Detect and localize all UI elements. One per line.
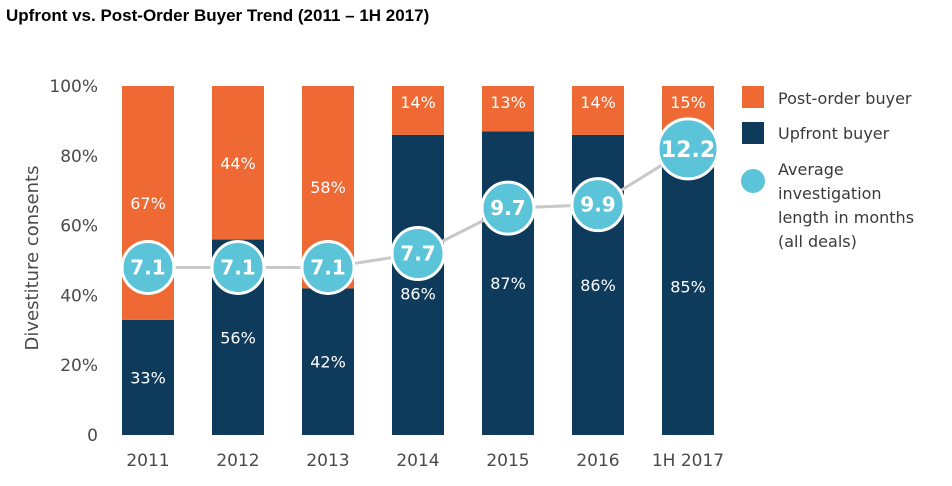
legend-label-investigation: length in months [778,208,914,227]
post-order-value-label: 14% [400,93,436,112]
investigation-marker [300,239,356,295]
investigation-value-label: 9.7 [490,196,525,220]
post-order-bar-segment [572,86,624,135]
post-order-bar-segment [212,86,264,240]
investigation-marker [480,180,536,236]
investigation-marker [120,239,176,295]
legend-label-investigation: Average [778,160,844,179]
y-tick-label: 80% [60,147,98,167]
post-order-value-label: 67% [130,194,166,213]
upfront-bar-segment [392,134,444,436]
x-tick-label: 2015 [486,451,529,471]
legend-label-upfront: Upfront buyer [778,124,890,143]
investigation-marker [570,177,626,233]
y-tick-label: 20% [60,356,98,376]
upfront-value-label: 86% [580,276,616,295]
upfront-value-label: 33% [130,368,166,387]
investigation-marker [390,226,446,282]
investigation-markers: 7.1 7.1 7.1 7.7 9.7 9.9 12.2 [120,117,720,295]
y-axis-label: Divestiture consents [22,166,43,351]
legend-label-investigation: (all deals) [778,232,857,251]
chart-title: Upfront vs. Post-Order Buyer Trend (2011… [6,6,430,25]
legend: Post-order buyer Upfront buyer Average inve… [741,86,914,251]
upfront-value-label: 56% [220,328,256,347]
legend-label-post-order: Post-order buyer [778,89,912,108]
x-tick-label: 2012 [216,451,259,471]
legend-swatch-upfront [742,122,764,144]
x-tick-label: 2013 [306,451,349,471]
investigation-marker [210,239,266,295]
post-order-value-label: 13% [490,93,526,112]
x-tick-label: 2011 [126,451,169,471]
upfront-value-label: 85% [670,278,706,297]
y-ticks: 0 20% 40% 60% 80% 100% [49,77,98,446]
investigation-value-label: 7.1 [310,255,345,279]
post-order-value-label: 58% [310,178,346,197]
x-ticks: 2011 2012 2013 2014 2015 2016 1H 2017 [126,451,724,471]
upfront-bar-segment [302,288,354,435]
y-tick-label: 40% [60,286,98,306]
upfront-bar-segment [662,138,714,435]
upfront-value-label: 86% [400,285,436,304]
legend-label-investigation: investigation [778,184,882,203]
investigation-value-label: 7.7 [400,242,435,266]
investigation-value-label: 7.1 [130,255,165,279]
legend-swatch-post-order [742,86,764,108]
upfront-bar-segment [122,319,174,435]
post-order-bar-segment [392,86,444,135]
investigation-value-label: 7.1 [220,255,255,279]
x-tick-label: 2016 [576,451,619,471]
segment-labels: 33% 67% 56% 44% 42% 58% 86% 14% 87% 13% 86% 14% 85% 1… [130,93,706,387]
y-tick-label: 60% [60,217,98,237]
post-order-value-label: 15% [670,93,706,112]
post-order-bar-segment [482,86,534,132]
upfront-value-label: 42% [310,353,346,372]
y-tick-label: 0 [87,426,98,446]
post-order-value-label: 14% [580,93,616,112]
upfront-value-label: 87% [490,274,526,293]
y-tick-label: 100% [49,77,98,97]
x-tick-label: 2014 [396,451,439,471]
investigation-marker [656,117,720,181]
post-order-value-label: 44% [220,154,256,173]
legend-swatch-investigation [741,169,765,193]
investigation-value-label: 12.2 [661,138,715,163]
investigation-value-label: 9.9 [580,193,615,217]
x-tick-label: 1H 2017 [652,451,724,471]
